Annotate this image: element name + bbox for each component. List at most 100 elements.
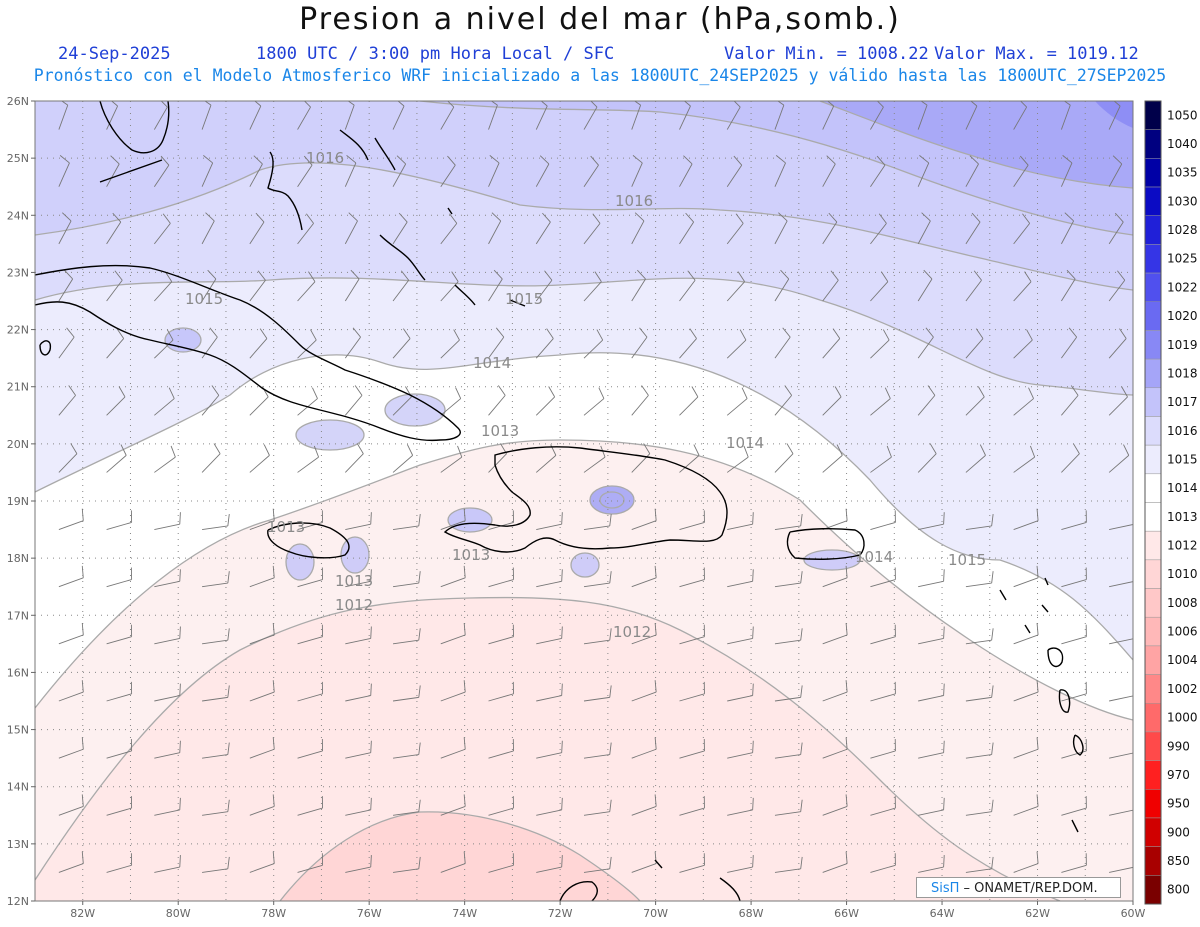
wind-barb: [870, 101, 884, 130]
wind-barb: [201, 212, 215, 245]
colorbar-swatch: [1144, 817, 1162, 847]
wind-barb: [870, 271, 889, 302]
wind-barb: [201, 327, 218, 359]
wind-barb: [106, 796, 133, 816]
pressure-map: 1016 1016 1015 1014 1014 1013 1013 1013 …: [7, 95, 1198, 920]
wind-barb: [392, 856, 421, 873]
wind-barb: [297, 271, 316, 302]
wind-barb: [679, 386, 699, 416]
wind-barb: [392, 101, 405, 130]
wind-barb: [1109, 638, 1133, 645]
wind-barb: [440, 213, 458, 245]
wind-barb: [727, 569, 754, 588]
wind-barb: [488, 327, 505, 359]
wind-barb: [392, 628, 421, 645]
wind-barb: [392, 571, 421, 588]
colorbar-swatch: [1144, 158, 1162, 188]
lon-label: 66W: [834, 907, 859, 920]
coast-bahamas: [267, 151, 303, 231]
wind-barb: [774, 799, 803, 816]
credit-box: SisΠ – ONAMET/REP.DOM.: [916, 877, 1121, 898]
colorbar-label: 990: [1167, 739, 1190, 753]
colorbar-swatch: [1144, 301, 1162, 331]
wind-barb: [822, 270, 839, 302]
wind-barb: [631, 508, 657, 530]
wind-barb: [965, 799, 994, 816]
wind-barb: [297, 155, 313, 187]
wind-barb: [535, 101, 548, 130]
wind-barb: [774, 685, 803, 702]
wind-barb: [344, 101, 355, 130]
lat-label: 21N: [7, 381, 29, 394]
colorbar-label: 1016: [1167, 424, 1198, 438]
wind-barb: [1013, 851, 1039, 873]
colorbar-swatch: [1144, 703, 1162, 733]
wind-barb: [488, 681, 514, 702]
wind-barb: [822, 101, 835, 130]
wind-barb: [870, 796, 896, 816]
colorbar-label: 1018: [1167, 366, 1198, 380]
colorbar-label: 950: [1167, 797, 1190, 811]
wind-barb: [1108, 270, 1126, 302]
wind-barb: [1013, 622, 1039, 645]
latitude-axis: 26N 25N 24N 23N 22N 21N 20N 19N 18N 17N 16N 15N 14N 1…: [7, 95, 35, 908]
wind-barb: [440, 155, 456, 187]
chart-title: Presion a nivel del mar (hPa,somb.): [299, 2, 901, 37]
wind-barb: [631, 212, 645, 245]
wind-barb: [1061, 796, 1087, 816]
wind-barb: [965, 571, 994, 588]
coastlines: [35, 101, 1084, 901]
wind-barb: [58, 385, 76, 416]
colorbar-label: 1013: [1167, 510, 1198, 524]
wind-barb: [1061, 385, 1079, 416]
wind-barb: [249, 101, 262, 130]
wind-barb: [965, 386, 985, 416]
wind-barb: [870, 567, 896, 588]
wind-barb: [345, 683, 372, 702]
colorbar-swatch: [1144, 330, 1162, 360]
colorbar-swatch: [1144, 186, 1162, 216]
wind-barb: [345, 512, 372, 531]
wind-barb: [965, 155, 979, 187]
wind-barb: [870, 155, 886, 187]
wind-barb: [58, 680, 84, 702]
lat-label: 14N: [7, 781, 29, 794]
wind-barb: [822, 444, 843, 473]
band-1012: [35, 597, 1060, 901]
wind-barb: [1061, 510, 1087, 531]
wind-barb: [774, 628, 803, 645]
wind-barb: [297, 796, 324, 816]
colorbar-label: 1012: [1167, 539, 1198, 553]
wind-barb: [918, 626, 945, 645]
lat-label: 12N: [7, 895, 29, 908]
wind-barb: [1060, 155, 1073, 187]
wind-barb: [679, 444, 700, 473]
wind-barb: [106, 567, 133, 588]
coast-cuba: [35, 264, 461, 442]
lat-label: 13N: [7, 838, 29, 851]
colorbar-label: 1050: [1167, 108, 1198, 122]
colorbar-swatch: [1144, 530, 1162, 561]
wind-barb: [392, 155, 407, 187]
wind-barb: [583, 513, 612, 531]
colorbar-label: 1017: [1167, 395, 1198, 409]
wind-barb: [679, 270, 696, 302]
wind-barb: [822, 680, 848, 702]
wind-barb: [58, 212, 72, 245]
wind-barb: [488, 738, 514, 759]
wind-barb: [1108, 212, 1124, 245]
wind-barb: [679, 738, 705, 759]
wind-barb: [774, 212, 788, 245]
wind-barb: [440, 622, 466, 645]
wind-barb: [583, 213, 601, 245]
wind-barb: [106, 386, 126, 416]
wind-barb: [297, 445, 320, 473]
wind-barb: [918, 740, 945, 759]
wind-barb: [58, 508, 84, 530]
wind-barb: [918, 512, 945, 531]
wind-barb: [631, 101, 642, 130]
wind-barb: [153, 155, 170, 187]
time-label: 1800 UTC / 3:00 pm Hora Local / SFC: [256, 44, 615, 64]
wind-barb: [202, 513, 230, 531]
wind-barb: [249, 212, 265, 245]
